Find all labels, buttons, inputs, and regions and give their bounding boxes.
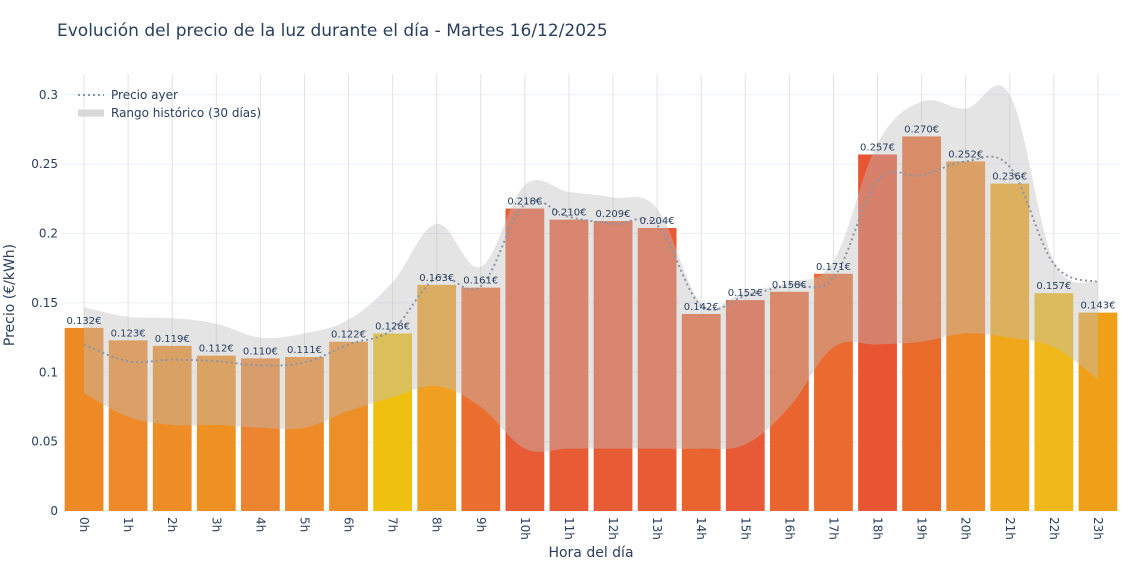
bar-18h: [858, 154, 897, 511]
bar-4h: [240, 358, 280, 511]
data-label: 0.143€: [1080, 301, 1115, 312]
data-label: 0.161€: [463, 276, 498, 287]
bar-11h: [549, 219, 589, 511]
y-tick-label: 0.25: [31, 157, 58, 171]
x-tick-label: 2h: [165, 517, 179, 532]
axes: 0 0.05 0.1 0.15 0.2 0.25 0.3 0h 1h 2h 3h 4h 5h 6h 7h 8h…: [31, 88, 1105, 540]
data-label: 0.157€: [1036, 281, 1071, 292]
bar-14h: [681, 314, 721, 511]
historical-range-area: [84, 85, 1098, 452]
x-tick-label: 19h: [915, 517, 929, 540]
data-label: 0.218€: [507, 197, 542, 208]
data-label: 0.236€: [992, 172, 1027, 183]
data-label: 0.270€: [904, 124, 939, 135]
y-tick-label: 0.15: [31, 296, 58, 310]
legend: Precio ayer Rango histórico (30 días): [78, 88, 261, 120]
bar-23h: [1078, 312, 1118, 511]
x-tick-label: 18h: [871, 517, 885, 540]
data-label: 0.132€: [67, 316, 102, 327]
y-tick-label: 0.1: [39, 365, 58, 379]
bar-12h: [593, 221, 633, 512]
data-label: 0.252€: [948, 149, 983, 160]
data-label: 0.128€: [375, 321, 410, 332]
bar-8h: [417, 284, 457, 511]
chart-title: Evolución del precio de la luz durante e…: [57, 21, 608, 41]
data-label: 0.122€: [331, 330, 366, 341]
x-tick-label: 16h: [782, 517, 796, 540]
historical-range-band: [84, 85, 1098, 452]
data-label: 0.142€: [684, 302, 719, 313]
bar-10h: [505, 208, 545, 512]
bars: [64, 136, 1118, 512]
x-tick-label: 13h: [650, 517, 664, 540]
data-label: 0.152€: [728, 288, 763, 299]
yesterday-price-line: [83, 155, 1099, 367]
data-label: 0.123€: [111, 328, 146, 339]
x-tick-label: 6h: [342, 517, 356, 532]
x-tick-label: 4h: [253, 517, 267, 532]
data-label: 0.204€: [640, 216, 675, 227]
y-tick-label: 0.3: [39, 88, 58, 102]
data-label: 0.210€: [551, 208, 586, 219]
bar-5h: [285, 357, 324, 511]
x-tick-label: 10h: [518, 517, 532, 540]
bar-13h: [637, 227, 677, 511]
legend-yesterday-label[interactable]: Precio ayer: [111, 88, 178, 102]
bar-22h: [1034, 293, 1074, 511]
data-label: 0.112€: [199, 344, 234, 355]
data-label: 0.111€: [287, 345, 322, 356]
bar-20h: [946, 161, 986, 511]
bar-1h: [108, 340, 148, 511]
bar-17h: [814, 273, 853, 511]
bar-2h: [152, 345, 192, 511]
x-tick-label: 14h: [694, 517, 708, 540]
y-tick-label: 0.05: [31, 435, 58, 449]
data-labels: 0.132€ 0.123€ 0.119€ 0.112€ 0.110€ 0.111€ 0.12…: [67, 124, 1116, 357]
bar-16h: [769, 291, 809, 511]
bar-0h: [64, 327, 104, 511]
data-label: 0.209€: [596, 209, 631, 220]
bar-7h: [373, 333, 413, 511]
x-tick-label: 15h: [738, 517, 752, 540]
bar-15h: [725, 300, 765, 511]
x-tick-label: 8h: [430, 517, 444, 532]
x-tick-label: 9h: [474, 517, 488, 532]
x-tick-label: 3h: [209, 517, 223, 532]
bar-3h: [196, 355, 236, 511]
legend-range-label[interactable]: Rango histórico (30 días): [111, 106, 261, 120]
x-tick-label: 23h: [1091, 517, 1105, 540]
bar-6h: [329, 341, 368, 511]
data-label: 0.110€: [243, 346, 278, 357]
data-label: 0.119€: [155, 334, 190, 345]
y-tick-label: 0: [50, 504, 58, 518]
x-tick-label: 22h: [1047, 517, 1061, 540]
data-label: 0.163€: [419, 273, 454, 284]
x-tick-label: 0h: [77, 517, 91, 532]
x-axis-title: Hora del día: [548, 545, 633, 561]
y-tick-label: 0.2: [39, 227, 58, 241]
x-tick-label: 20h: [959, 517, 973, 540]
x-tick-label: 11h: [562, 517, 576, 540]
x-tick-label: 5h: [297, 517, 311, 532]
data-label: 0.171€: [816, 262, 851, 273]
bar-19h: [902, 136, 942, 511]
bar-9h: [461, 287, 501, 511]
x-tick-label: 21h: [1003, 517, 1017, 540]
x-tick-label: 7h: [386, 517, 400, 532]
data-label: 0.257€: [860, 142, 895, 153]
x-tick-label: 17h: [826, 517, 840, 540]
x-tick-label: 12h: [606, 517, 620, 540]
y-axis-title: Precio (€/kWh): [2, 244, 18, 346]
bar-21h: [990, 183, 1030, 511]
yesterday-line: [83, 155, 1099, 367]
x-tick-label: 1h: [121, 517, 135, 532]
data-label: 0.158€: [772, 280, 807, 291]
